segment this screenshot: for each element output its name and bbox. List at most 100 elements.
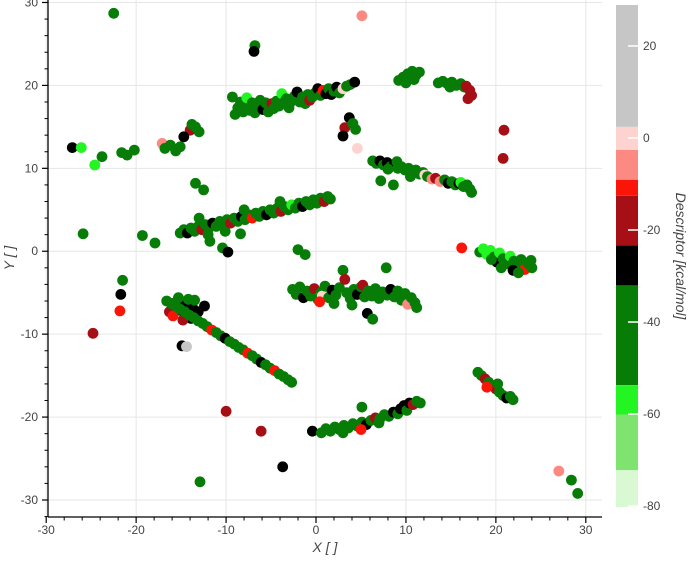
data-point[interactable] [235,228,246,240]
data-point[interactable] [380,262,392,274]
x-tick-label: 30 [579,523,593,537]
data-point[interactable] [314,296,325,308]
data-point[interactable] [117,274,128,286]
data-point[interactable] [411,302,423,313]
data-point[interactable] [189,294,201,306]
data-point[interactable] [405,171,416,183]
colorbar-tick-label: 20 [643,39,657,53]
y-tick-label: 30 [25,0,39,9]
data-point[interactable] [356,401,368,413]
data-point[interactable] [507,394,519,406]
data-point[interactable] [497,153,509,164]
data-point[interactable] [75,142,87,154]
x-tick-label: 10 [399,523,413,537]
data-point[interactable] [337,264,349,276]
data-point[interactable] [277,461,289,473]
data-points[interactable] [66,7,584,499]
colorbar-segment-light-pink [616,126,638,150]
data-point[interactable] [492,378,504,390]
data-point[interactable] [382,163,394,175]
data-point[interactable] [194,476,206,488]
data-point[interactable] [513,267,524,279]
data-point[interactable] [456,242,468,254]
data-point[interactable] [77,228,89,240]
data-point[interactable] [87,327,99,339]
data-point[interactable] [328,298,340,309]
data-point[interactable] [566,474,577,486]
data-point[interactable] [227,91,238,103]
data-point[interactable] [356,10,368,22]
data-point[interactable] [486,254,497,265]
data-point[interactable] [286,376,298,388]
data-point[interactable] [181,341,192,352]
data-point[interactable] [274,196,286,207]
data-point[interactable] [375,175,387,187]
data-point[interactable] [174,141,186,153]
data-point[interactable] [198,184,210,196]
data-point[interactable] [498,124,510,136]
colorbar-title: Descriptor [kcal/mol] [673,193,689,321]
data-point[interactable] [96,151,108,163]
data-point[interactable] [346,299,358,311]
x-tick-label: -20 [127,523,145,537]
data-point[interactable] [481,381,493,393]
data-point[interactable] [222,246,234,258]
data-point[interactable] [337,427,349,439]
data-point[interactable] [202,229,214,241]
data-point[interactable] [355,424,367,435]
data-point[interactable] [89,159,101,171]
data-point[interactable] [186,119,198,130]
data-point[interactable] [114,305,126,317]
data-point[interactable] [220,405,232,417]
data-point[interactable] [307,425,318,437]
data-point[interactable] [572,488,584,499]
data-point[interactable] [178,131,190,143]
data-point[interactable] [350,123,361,135]
data-point[interactable] [466,187,477,198]
data-point[interactable] [199,300,210,312]
data-point[interactable] [373,417,385,429]
data-point[interactable] [108,7,120,19]
data-point[interactable] [367,313,379,325]
data-point[interactable] [128,144,140,156]
data-point[interactable] [400,77,412,89]
colorbar-tick-label: -80 [643,499,661,513]
data-point[interactable] [248,46,260,57]
data-point[interactable] [193,212,205,224]
data-point[interactable] [391,156,403,168]
data-point[interactable] [339,274,351,285]
colorbar-segment-dark-green [616,285,638,386]
tick-labels: -30 -20 -10 0 10 20 30 -30 -20 -10 0 10 20 30 [21,0,593,537]
data-point[interactable] [173,292,184,304]
data-point[interactable] [444,81,456,93]
data-point[interactable] [495,262,507,274]
data-point[interactable] [337,130,349,142]
data-point[interactable] [408,74,420,85]
data-point[interactable] [462,93,474,105]
data-point[interactable] [193,126,205,138]
data-point[interactable] [388,179,399,191]
colorbar-segment-red [616,179,638,196]
data-point[interactable] [137,230,148,241]
data-point[interactable] [414,397,426,409]
data-point[interactable] [299,249,311,260]
data-point[interactable] [66,142,78,154]
data-point[interactable] [414,66,425,78]
colorbar-segment-medium-green [616,414,638,471]
data-point[interactable] [238,204,250,216]
data-point[interactable] [349,76,361,88]
data-point[interactable] [339,122,351,134]
data-point[interactable] [525,255,537,266]
y-tick-label: -20 [21,410,39,424]
data-point[interactable] [553,465,565,477]
x-tick-label: -10 [217,523,235,537]
data-point[interactable] [325,193,336,205]
data-point[interactable] [352,143,363,154]
data-point[interactable] [255,425,267,437]
data-point[interactable] [190,177,201,189]
data-point[interactable] [149,237,161,249]
colorbar-segment-pale-green [616,470,638,507]
data-point[interactable] [115,289,127,300]
data-point[interactable] [167,310,179,322]
